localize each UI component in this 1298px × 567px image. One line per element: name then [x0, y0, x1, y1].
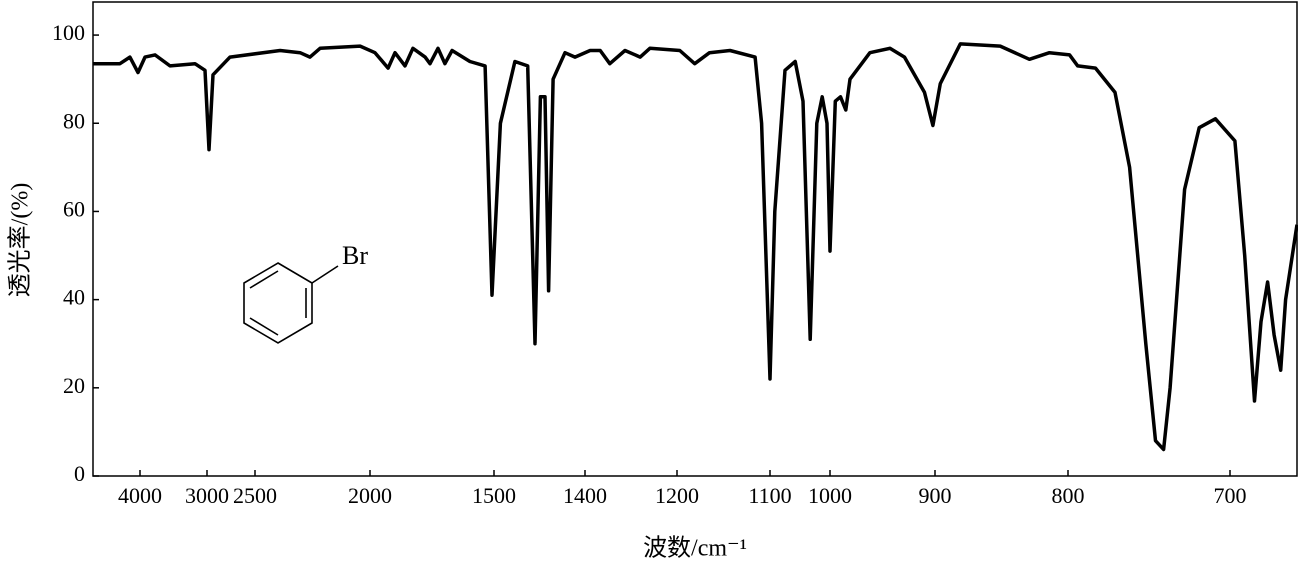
- x-tick-label: 2000: [348, 483, 392, 508]
- y-axis-label: 透光率/(%): [7, 183, 34, 298]
- y-tick-label: 80: [63, 108, 85, 133]
- y-tick-label: 40: [63, 285, 85, 310]
- x-tick-label: 3000: [185, 483, 229, 508]
- y-tick-label: 60: [63, 196, 85, 221]
- x-tick-label: 1100: [748, 483, 791, 508]
- x-tick-label: 700: [1214, 483, 1247, 508]
- x-tick-label: 800: [1052, 483, 1085, 508]
- annotation: Br: [342, 241, 368, 270]
- y-tick-label: 0: [74, 461, 85, 486]
- x-tick-label: 2500: [233, 483, 277, 508]
- benzene-structure: [243, 262, 339, 344]
- x-tick-label: 1500: [472, 483, 516, 508]
- x-tick-label: 1400: [563, 483, 607, 508]
- x-axis-label: 波数/cm⁻¹: [643, 535, 747, 562]
- y-tick-label: 20: [63, 373, 85, 398]
- x-tick-label: 4000: [118, 483, 162, 508]
- x-tick-label: 900: [919, 483, 952, 508]
- x-tick-label: 1000: [808, 483, 852, 508]
- y-tick-label: 100: [52, 20, 85, 45]
- x-tick-label: 1200: [655, 483, 699, 508]
- plot-frame: [92, 1, 1298, 477]
- spectrum-line: [93, 42, 1298, 452]
